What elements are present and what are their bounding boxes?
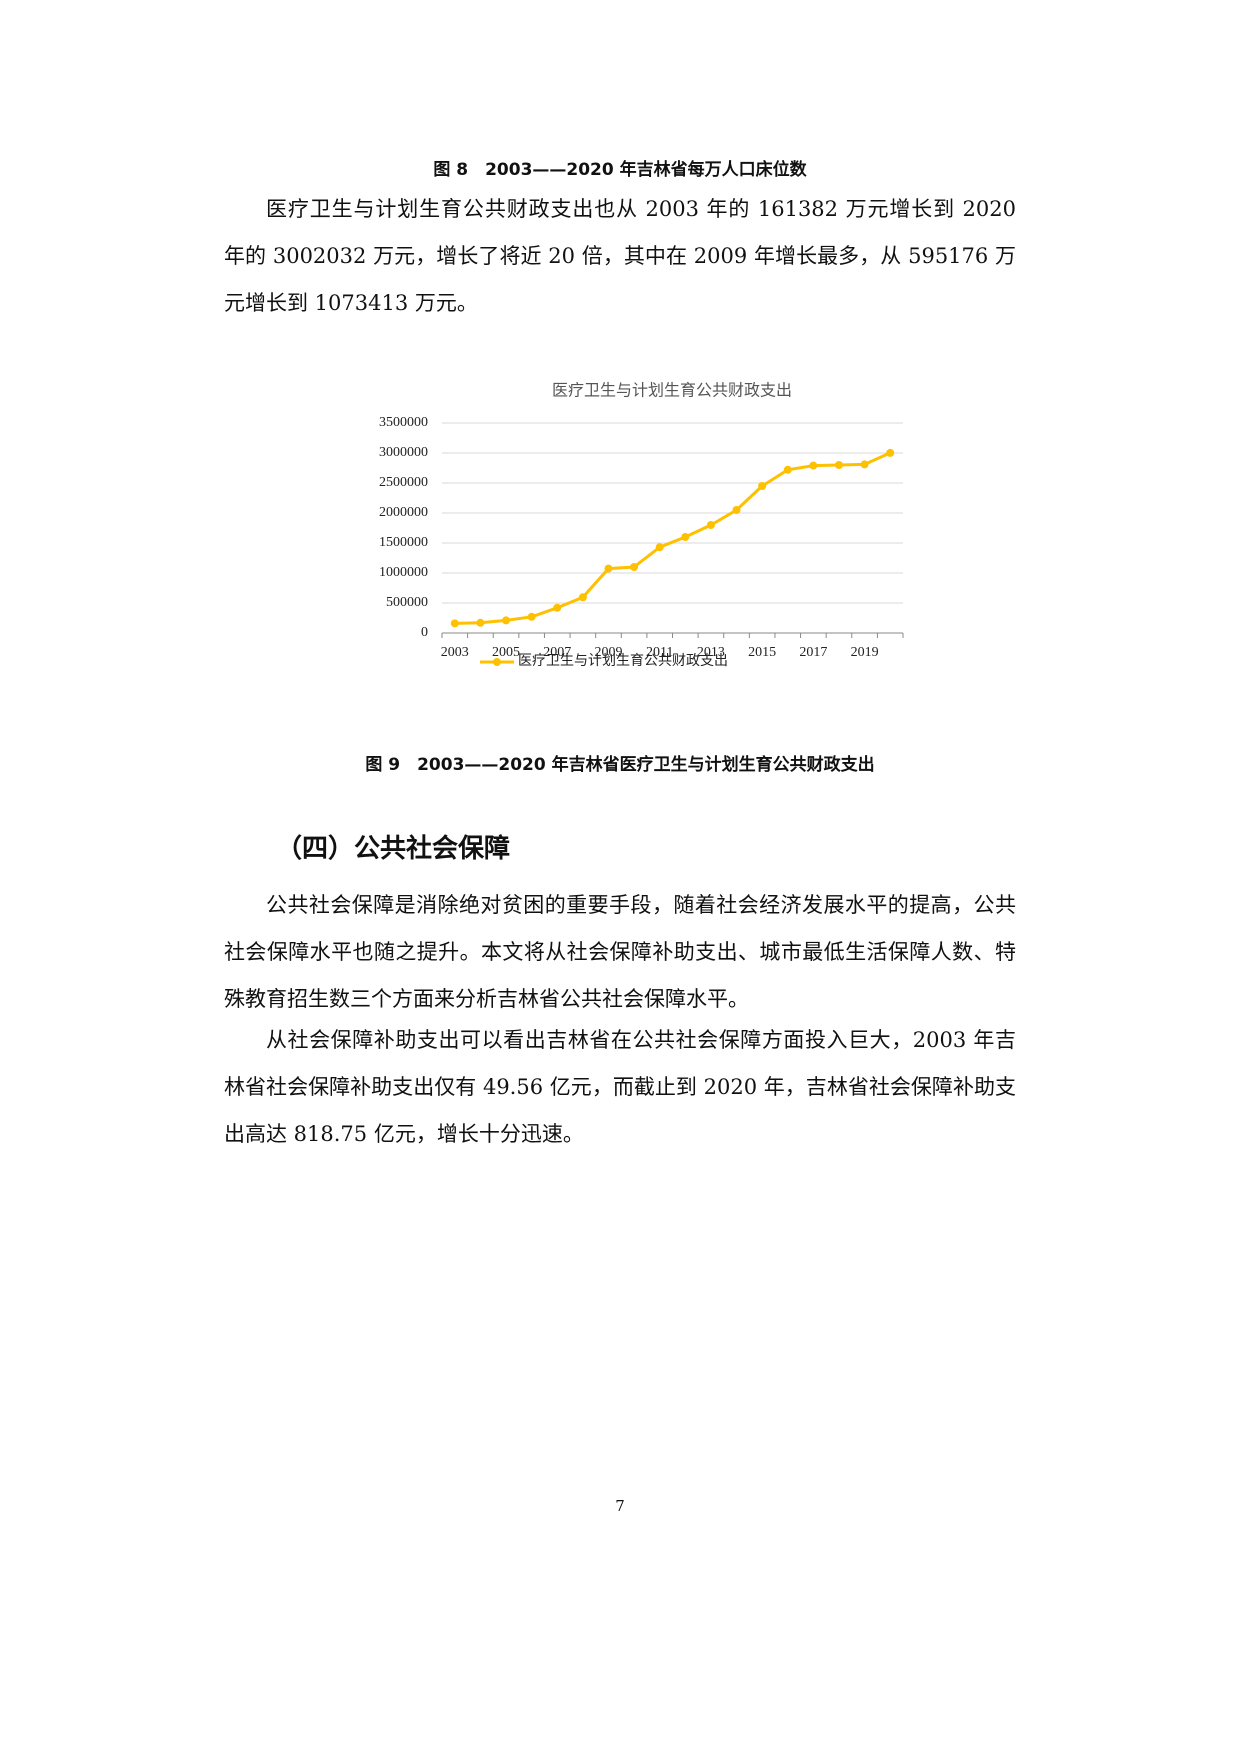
paragraph: 从社会保障补助支出可以看出吉林省在公共社会保障方面投入巨大，2003 年吉林省社…	[224, 1028, 1016, 1146]
y-tick-label: 0	[421, 625, 428, 640]
x-tick-label: 2015	[748, 645, 776, 660]
figure-caption: 图 8 2003——2020 年吉林省每万人口床位数	[433, 160, 807, 180]
data-point	[630, 563, 639, 571]
data-point	[809, 461, 818, 470]
x-tick-label: 2005	[492, 645, 520, 660]
y-tick-label: 2000000	[379, 505, 428, 520]
x-tick-label: 2017	[799, 645, 827, 660]
x-tick-label: 2009	[594, 645, 622, 660]
data-point	[527, 612, 536, 621]
paragraph: 公共社会保障是消除绝对贫困的重要手段，随着社会经济发展水平的提高，公共社会保障水…	[224, 893, 1016, 1011]
y-tick-label: 2500000	[379, 475, 428, 490]
y-tick-label: 500000	[386, 595, 428, 610]
y-tick-label: 3500000	[379, 415, 428, 430]
data-point	[553, 603, 562, 612]
data-point	[834, 461, 843, 469]
data-point	[655, 543, 664, 552]
legend-marker	[493, 658, 501, 666]
data-point	[681, 533, 690, 541]
chart: 医疗卫生与计划生育公共财政支出 0 500000 1000000 1500000 200…	[379, 382, 904, 669]
legend-label: 医疗卫生与计划生育公共财政支出	[518, 653, 728, 669]
data-point	[732, 506, 741, 514]
data-point	[706, 521, 715, 529]
data-point	[476, 618, 485, 627]
data-line	[454, 451, 891, 625]
data-point	[886, 448, 895, 457]
section-heading: （四）公共社会保障	[276, 834, 511, 864]
data-point	[502, 616, 511, 625]
data-point	[604, 564, 613, 573]
x-tick-label: 2013	[697, 645, 725, 660]
y-tick-label: 1500000	[379, 535, 428, 550]
data-point	[783, 465, 792, 474]
data-point	[578, 593, 587, 602]
data-point	[450, 619, 459, 628]
chart-title: 医疗卫生与计划生育公共财政支出	[552, 382, 792, 400]
y-tick-label: 1000000	[379, 565, 428, 580]
paragraph: 医疗卫生与计划生育公共财政支出也从 2003 年的 161382 万元增长到 2…	[224, 197, 1016, 315]
x-tick-label: 2003	[441, 645, 469, 660]
page-number: 7	[615, 1497, 625, 1515]
data-point	[758, 482, 767, 490]
x-tick-label: 2007	[543, 645, 571, 660]
figure-caption: 图 9 2003——2020 年吉林省医疗卫生与计划生育公共财政支出	[365, 755, 875, 775]
x-tick-label: 2011	[646, 645, 673, 660]
data-point	[860, 460, 869, 469]
y-tick-label: 3000000	[379, 445, 428, 460]
x-tick-label: 2019	[851, 645, 879, 660]
